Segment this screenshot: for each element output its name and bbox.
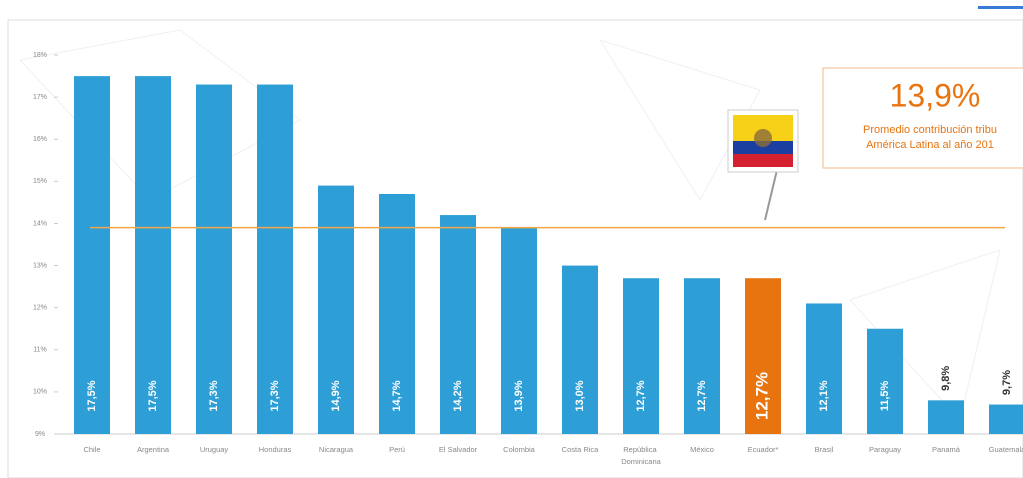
bar [684, 278, 720, 434]
value-label: 17,5% [86, 380, 98, 411]
y-tick-label: 17% [33, 94, 47, 101]
value-label: 13,0% [574, 380, 586, 411]
y-tick-label: 10% [33, 389, 47, 396]
y-tick-label: 9% [35, 431, 45, 438]
value-label: 14,9% [330, 380, 342, 411]
x-tick-label: República Dominicana [621, 445, 661, 466]
bar [74, 76, 110, 435]
bar [562, 265, 598, 434]
y-tick-label: 12% [33, 305, 47, 312]
bar [135, 76, 171, 435]
value-label: 14,2% [452, 380, 464, 411]
bar [257, 84, 293, 435]
plot: 9% 10% 11% 12% 13% 14% 15% 16% 17% 18% Chile 17,5% A… [33, 52, 1023, 466]
value-label: 11,5% [879, 380, 891, 411]
bar [440, 215, 476, 434]
y-tick-label: 11% [33, 347, 47, 354]
x-tick-label: Uruguay [200, 445, 229, 454]
value-label: 17,3% [208, 380, 220, 411]
value-label: 12,7% [752, 372, 771, 420]
value-label: 17,5% [147, 380, 159, 411]
x-tick-label: Colombia [503, 445, 536, 454]
value-label: 12,7% [635, 380, 647, 411]
average-value: 13,9% [890, 77, 981, 113]
y-tick-label: 13% [33, 262, 47, 269]
x-tick-label: Ecuador* [748, 445, 779, 454]
x-tick-label: México [690, 445, 714, 454]
x-tick-label: Perú [389, 445, 405, 454]
value-label: 9,7% [1001, 370, 1013, 395]
bar [501, 227, 537, 434]
x-tick-label: Nicaragua [319, 445, 354, 454]
value-label: 9,8% [940, 366, 952, 391]
x-tick-label: El Salvador [439, 445, 478, 454]
y-tick-label: 18% [33, 52, 47, 59]
y-tick-label: 16% [33, 136, 47, 143]
average-box [822, 67, 1023, 169]
value-label: 17,3% [269, 380, 281, 411]
value-label: 14,7% [391, 380, 403, 411]
ecuador-flag [727, 109, 799, 221]
bar [806, 303, 842, 434]
x-tick-label: Panamá [932, 445, 961, 454]
x-tick-label: Costa Rica [562, 445, 600, 454]
bar [379, 194, 415, 434]
y-tick-label: 15% [33, 178, 47, 185]
x-tick-label: Paraguay [869, 445, 901, 454]
x-tick-label: Chile [83, 445, 100, 454]
value-label: 13,9% [513, 380, 525, 411]
bar [989, 404, 1023, 434]
bar [867, 328, 903, 434]
x-tick-label: Guatemala [989, 445, 1023, 454]
bar [928, 400, 964, 434]
x-tick-label: Argentina [137, 445, 170, 454]
bar [745, 278, 781, 434]
x-tick-label: Brasil [815, 445, 834, 454]
top-bar [978, 6, 1023, 9]
average-note: Promedio contribución tribu [863, 124, 997, 136]
average-note: América Latina al año 201 [866, 139, 994, 151]
y-tick-label: 14% [33, 220, 47, 227]
bar [196, 84, 232, 435]
x-tick-label: Honduras [259, 445, 292, 454]
value-label: 12,7% [696, 380, 708, 411]
bar [623, 278, 659, 434]
value-label: 12,1% [818, 380, 830, 411]
